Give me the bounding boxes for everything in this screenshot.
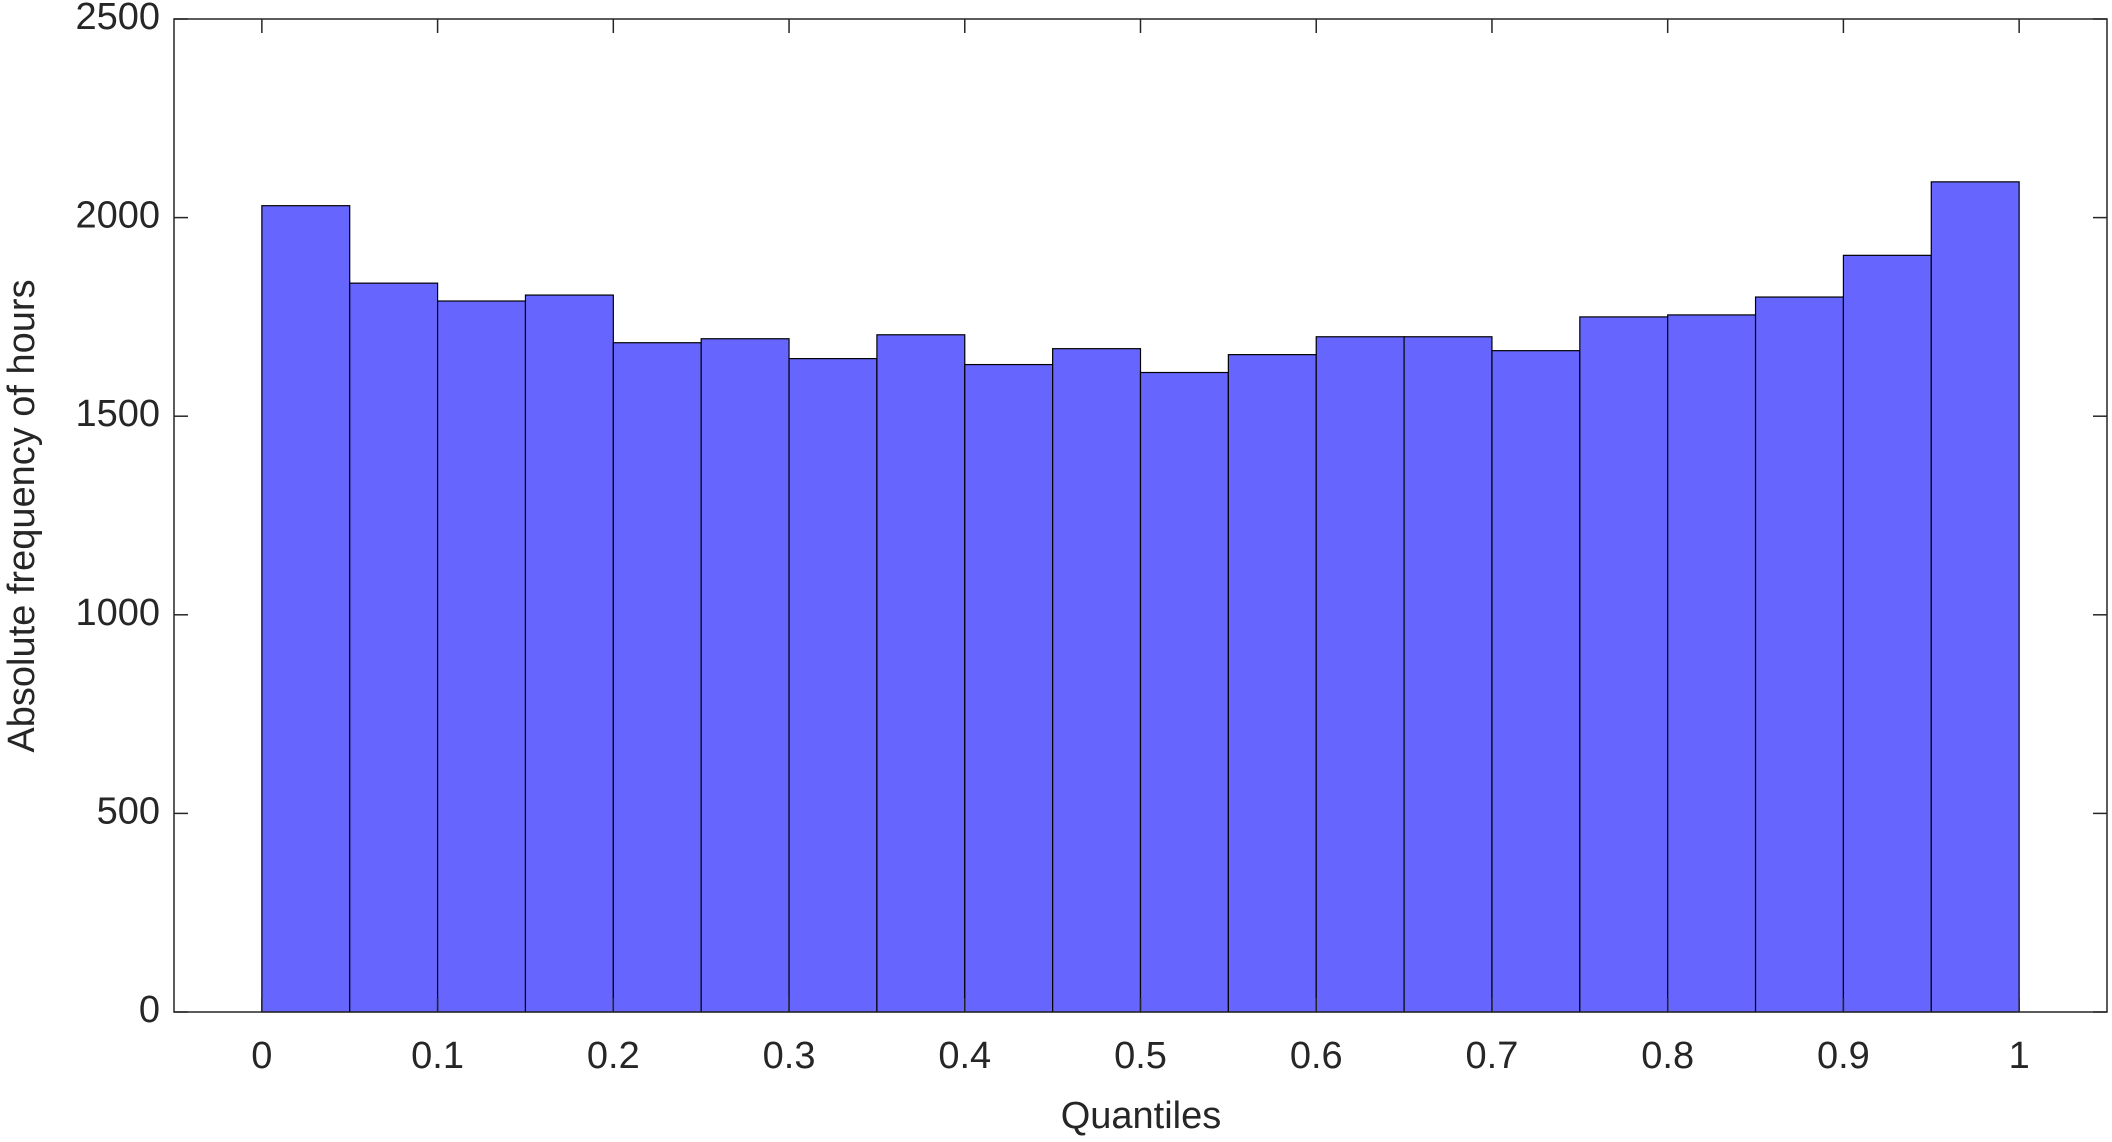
y-tick-label: 0: [139, 989, 160, 1031]
bar: [349, 282, 439, 1013]
x-tick-label: 0.3: [763, 1035, 816, 1077]
bar: [436, 300, 527, 1013]
x-tick-label: 0.2: [587, 1035, 640, 1077]
bar: [1842, 254, 1932, 1013]
y-tick-label: 1500: [75, 393, 160, 435]
y-tick-label: 2000: [75, 195, 160, 237]
y-axis-label: Absolute frequency of hours: [1, 279, 43, 752]
bar: [1052, 348, 1142, 1013]
bar: [700, 338, 790, 1013]
x-tick-label: 1: [2009, 1035, 2030, 1077]
x-tick-label: 0.9: [1817, 1035, 1870, 1077]
bar: [1227, 354, 1317, 1013]
bar: [1139, 371, 1229, 1013]
bar: [261, 205, 351, 1013]
x-tick-label: 0.4: [938, 1035, 991, 1077]
x-tick-label: 0: [251, 1035, 272, 1077]
bar: [788, 358, 878, 1013]
bar: [1930, 181, 2020, 1013]
y-tick-label: 500: [97, 790, 160, 832]
bar: [1579, 316, 1669, 1013]
x-tick-label: 0.8: [1641, 1035, 1694, 1077]
bar: [1403, 336, 1493, 1013]
x-axis-label: Quantiles: [1061, 1095, 1222, 1137]
bar: [612, 342, 702, 1013]
x-tick-label: 0.1: [411, 1035, 464, 1077]
bar: [1667, 314, 1757, 1013]
x-tick-label: 0.6: [1290, 1035, 1343, 1077]
bar: [1754, 296, 1845, 1013]
bar: [964, 363, 1054, 1013]
bar: [876, 334, 966, 1013]
bar: [1491, 350, 1581, 1013]
y-tick-label: 1000: [75, 592, 160, 634]
bar: [1315, 336, 1405, 1013]
bar: [524, 294, 614, 1013]
x-tick-label: 0.5: [1114, 1035, 1167, 1077]
x-tick-label: 0.7: [1466, 1035, 1519, 1077]
y-tick-label: 2500: [75, 0, 160, 38]
